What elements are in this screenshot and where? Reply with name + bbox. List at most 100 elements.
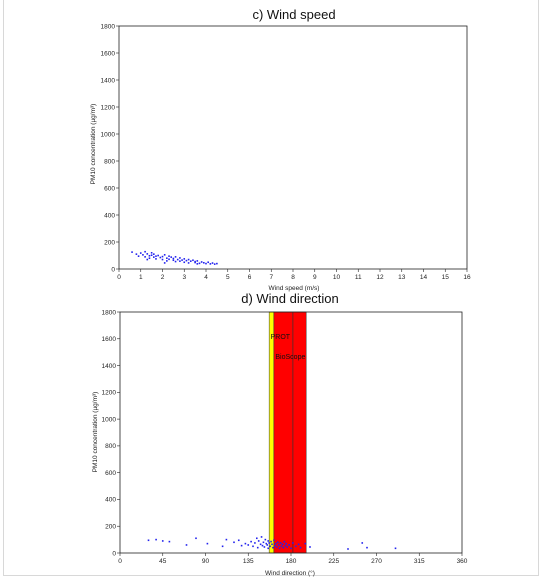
chart-c-plot: 0 1 2 3 4 5 6 7 8 9 10 11 12 13 14 15 160200400600800100…	[101, 23, 471, 281]
data-point	[148, 254, 151, 257]
x-tick-label: 5	[226, 274, 230, 281]
data-point	[174, 260, 177, 263]
data-point	[161, 258, 164, 261]
data-point	[161, 540, 164, 542]
x-tick-label: 3	[182, 274, 186, 281]
data-point	[176, 258, 179, 261]
x-tick-label: 360	[457, 558, 468, 565]
x-tick-label: 10	[333, 274, 341, 281]
data-point	[168, 255, 170, 257]
data-point	[185, 544, 188, 546]
x-tick-label: 8	[291, 274, 295, 281]
data-point	[233, 541, 235, 544]
data-point	[299, 546, 302, 549]
data-point	[347, 548, 349, 550]
x-tick-label: 14	[420, 274, 428, 281]
data-point	[266, 544, 269, 546]
data-point	[261, 544, 264, 547]
chart-d-plot: 0 45 90 135 180 225 270 315 360 0 200 400 600 800 1000…	[102, 309, 468, 565]
data-point	[284, 544, 287, 547]
data-point	[194, 261, 196, 264]
data-point	[366, 546, 368, 549]
chart-d-xlabel: Wind direction (°)	[265, 569, 315, 577]
y-tick-label: 800	[104, 158, 115, 165]
chart-d-ylabel: PM10 concentration (µg/m³)	[92, 392, 99, 473]
data-point	[216, 262, 218, 265]
data-point	[155, 255, 157, 257]
band-prot	[268, 311, 275, 554]
data-point	[139, 252, 142, 254]
data-point	[278, 547, 281, 550]
data-point	[163, 262, 166, 264]
data-point	[150, 252, 153, 254]
data-point	[198, 262, 201, 265]
x-tick-label: 0	[118, 558, 122, 565]
data-point	[221, 545, 224, 548]
data-point	[254, 542, 256, 544]
data-point	[279, 542, 282, 544]
data-point	[166, 260, 168, 262]
chart-d-title: d) Wind direction	[241, 291, 339, 306]
data-point	[247, 544, 250, 546]
data-point	[183, 258, 186, 260]
x-tick-label: 6	[248, 274, 252, 281]
x-tick-label: 16	[463, 274, 471, 281]
y-tick-label: 200	[104, 239, 115, 246]
x-tick-label: 12	[376, 274, 384, 281]
y-tick-label: 800	[105, 443, 116, 450]
data-point	[237, 539, 240, 542]
data-point	[131, 251, 133, 253]
data-point	[280, 545, 283, 548]
x-tick-label: 13	[398, 274, 406, 281]
x-tick-label: 7	[269, 274, 273, 281]
y-tick-label: 1000	[101, 131, 116, 138]
chart-c: c) Wind speed Wind speed (m/s) PM10 conc…	[90, 7, 336, 292]
data-point	[281, 543, 284, 546]
data-point	[275, 546, 278, 548]
data-point	[274, 544, 276, 547]
data-point	[272, 546, 274, 549]
chart-c-title: c) Wind speed	[252, 7, 335, 22]
data-point	[155, 538, 157, 541]
data-point	[179, 260, 181, 262]
data-point	[153, 253, 155, 255]
data-point	[142, 254, 144, 256]
data-point	[262, 541, 265, 544]
y-tick-label: 1800	[101, 23, 116, 30]
data-point	[225, 538, 228, 541]
x-tick-label: 45	[159, 558, 167, 565]
data-point	[288, 544, 290, 546]
x-tick-label: 270	[371, 558, 382, 565]
data-point	[172, 257, 175, 260]
data-point	[157, 254, 159, 257]
chart-c-ylabel: PM10 concentration (µg/m³)	[90, 104, 97, 185]
data-point	[285, 542, 288, 545]
data-point	[194, 260, 196, 263]
data-point	[144, 250, 146, 253]
band-label-prot: PROT	[271, 334, 291, 341]
data-point	[256, 537, 258, 540]
data-point	[147, 539, 150, 542]
data-point	[394, 547, 397, 550]
data-point	[187, 262, 190, 264]
band-bioscope	[273, 311, 307, 554]
data-point	[283, 540, 286, 543]
figure-frame	[3, 0, 539, 576]
data-point	[209, 263, 212, 265]
data-point	[252, 545, 254, 548]
data-point	[267, 547, 269, 550]
data-point	[168, 540, 171, 543]
data-point	[170, 256, 172, 258]
data-point	[244, 542, 247, 545]
data-point	[205, 262, 207, 265]
data-point	[250, 540, 252, 543]
data-point	[260, 536, 263, 538]
data-point	[166, 257, 168, 259]
data-point	[268, 542, 270, 544]
data-point	[168, 258, 170, 261]
data-point	[203, 261, 205, 264]
data-point	[146, 253, 149, 255]
data-point	[294, 545, 297, 548]
data-point	[144, 256, 146, 258]
y-tick-label: 0	[112, 550, 116, 557]
